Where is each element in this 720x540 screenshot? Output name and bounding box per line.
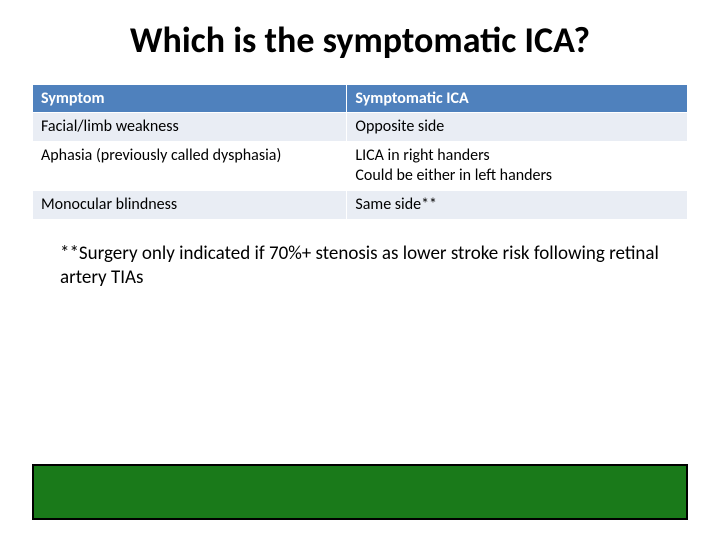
table-header-row: Symptom Symptomatic ICA bbox=[33, 85, 688, 113]
table-row: Monocular blindness Same side** bbox=[33, 191, 688, 220]
table-header-symptom: Symptom bbox=[33, 85, 347, 113]
footnote-text: **Surgery only indicated if 70%+ stenosi… bbox=[0, 220, 720, 290]
symptom-table: Symptom Symptomatic ICA Facial/limb weak… bbox=[32, 84, 688, 220]
table-cell: LICA in right handersCould be either in … bbox=[347, 142, 688, 191]
table-cell: Aphasia (previously called dysphasia) bbox=[33, 142, 347, 191]
bottom-accent-bar bbox=[32, 464, 688, 520]
table-cell: Monocular blindness bbox=[33, 191, 347, 220]
table-row: Aphasia (previously called dysphasia) LI… bbox=[33, 142, 688, 191]
table-header-ica: Symptomatic ICA bbox=[347, 85, 688, 113]
table-cell: Facial/limb weakness bbox=[33, 113, 347, 142]
table-row: Facial/limb weakness Opposite side bbox=[33, 113, 688, 142]
table-cell: Same side** bbox=[347, 191, 688, 220]
table-cell: Opposite side bbox=[347, 113, 688, 142]
symptom-table-wrap: Symptom Symptomatic ICA Facial/limb weak… bbox=[0, 84, 720, 220]
page-title: Which is the symptomatic ICA? bbox=[0, 0, 720, 70]
